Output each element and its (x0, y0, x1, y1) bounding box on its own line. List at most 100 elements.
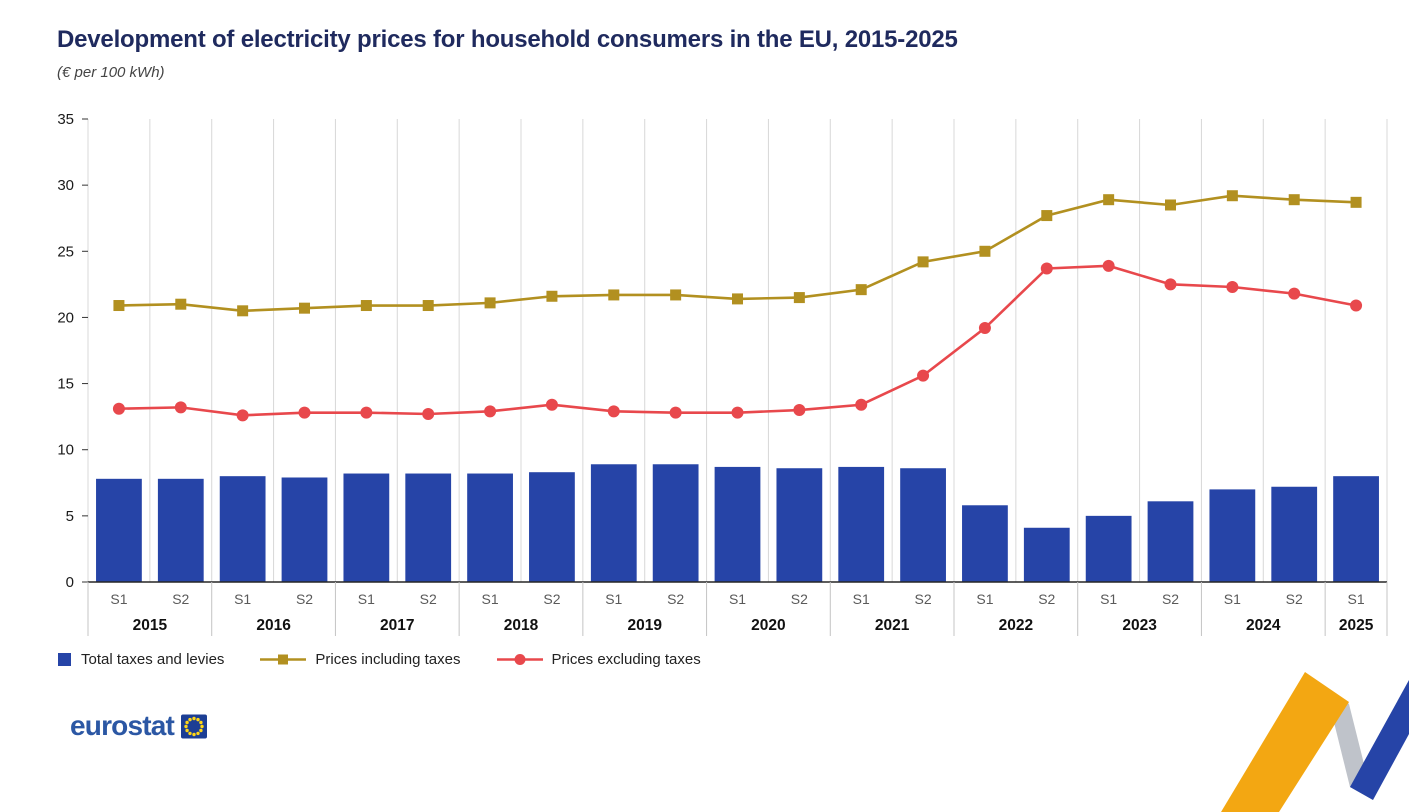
x-tick-semester-label: S2 (915, 591, 932, 607)
y-tick-label: 15 (57, 376, 74, 393)
bar-series-total-taxes (96, 464, 1379, 582)
bar-total-taxes (1209, 489, 1256, 582)
marker-including-taxes (732, 293, 743, 305)
marker-excluding-taxes (607, 405, 620, 418)
marker-including-taxes (299, 302, 310, 314)
marker-including-taxes (917, 256, 929, 268)
bar-total-taxes (343, 473, 390, 582)
marker-including-taxes (855, 284, 867, 296)
bar-total-taxes (714, 466, 761, 582)
marker-excluding-taxes (1350, 299, 1363, 312)
x-tick-semester-label: S1 (976, 591, 993, 607)
x-year-label: 2019 (627, 617, 662, 634)
bar-total-taxes (281, 477, 328, 582)
legend-swatch-line-square-icon (260, 654, 307, 665)
marker-including-taxes (1165, 199, 1176, 211)
line-series-including-taxes (113, 190, 1362, 317)
bar-total-taxes (1023, 527, 1070, 582)
bar-total-taxes (529, 472, 575, 582)
marker-excluding-taxes (669, 406, 682, 419)
marker-including-taxes (546, 290, 558, 302)
y-tick-label: 25 (57, 243, 74, 260)
marker-excluding-taxes (422, 407, 435, 420)
bar-total-taxes (405, 473, 452, 582)
marker-including-taxes (608, 289, 620, 301)
marker-excluding-taxes (236, 409, 249, 422)
x-year-label: 2017 (380, 617, 414, 634)
marker-including-taxes (484, 297, 496, 309)
x-year-label: 2025 (1339, 617, 1374, 634)
x-tick-semester-label: S2 (1286, 591, 1303, 607)
legend-swatch-line-circle-icon (496, 654, 543, 665)
marker-excluding-taxes (484, 405, 497, 418)
x-year-label: 2020 (751, 617, 785, 634)
marker-excluding-taxes (1040, 262, 1053, 275)
marker-excluding-taxes (174, 401, 187, 414)
y-tick-label: 30 (57, 177, 74, 194)
marker-including-taxes (1041, 210, 1053, 222)
marker-including-taxes (237, 305, 249, 317)
eurostat-logo: eurostat (70, 710, 175, 741)
line-series-excluding-taxes (112, 259, 1363, 422)
bar-total-taxes (652, 464, 699, 582)
marker-including-taxes (1288, 194, 1300, 206)
marker-excluding-taxes (298, 406, 311, 419)
marker-excluding-taxes (731, 406, 744, 419)
x-tick-semester-label: S1 (358, 591, 375, 607)
marker-excluding-taxes (917, 369, 930, 382)
decorative-ribbon (1221, 672, 1409, 812)
ribbon-blue-band (1350, 680, 1409, 800)
marker-excluding-taxes (855, 398, 868, 411)
y-tick-label: 10 (57, 442, 74, 459)
legend-item-prices-including-taxes: Prices including taxes (260, 651, 461, 668)
x-year-label: 2016 (256, 617, 291, 634)
x-tick-semester-label: S1 (110, 591, 127, 607)
marker-including-taxes (670, 289, 682, 301)
marker-excluding-taxes (1164, 278, 1177, 291)
bar-total-taxes (838, 466, 885, 582)
bar-total-taxes (1271, 486, 1318, 582)
marker-including-taxes (175, 298, 187, 310)
legend-swatch-bar-icon (58, 653, 71, 666)
chart-page: Development of electricity prices for ho… (0, 26, 1409, 812)
bar-total-taxes (776, 468, 823, 582)
x-tick-semester-label: S1 (482, 591, 499, 607)
y-tick-label: 5 (66, 508, 74, 525)
marker-including-taxes (1350, 196, 1362, 208)
ribbon-yellow-band (1221, 672, 1349, 812)
marker-including-taxes (1226, 190, 1238, 202)
legend-label: Prices excluding taxes (551, 651, 701, 668)
marker-including-taxes (360, 300, 372, 312)
x-tick-semester-label: S2 (791, 591, 808, 607)
x-year-label: 2021 (875, 617, 910, 634)
page-title: Development of electricity prices for ho… (57, 26, 958, 53)
x-year-label: 2024 (1246, 617, 1281, 634)
marker-including-taxes (1103, 194, 1115, 206)
x-year-label: 2018 (504, 617, 539, 634)
bar-total-taxes (1333, 476, 1379, 582)
x-year-label: 2015 (133, 617, 168, 634)
legend-label: Total taxes and levies (81, 651, 225, 668)
x-tick-semester-label: S1 (1348, 591, 1365, 607)
marker-excluding-taxes (1288, 287, 1301, 300)
marker-excluding-taxes (545, 398, 558, 411)
x-tick-semester-label: S2 (296, 591, 313, 607)
bar-total-taxes (962, 505, 1008, 582)
marker-excluding-taxes (1226, 281, 1239, 294)
legend-label: Prices including taxes (315, 651, 461, 668)
gridlines (87, 119, 1388, 582)
marker-excluding-taxes (1102, 259, 1115, 272)
x-tick-semester-label: S2 (1038, 591, 1055, 607)
x-tick-semester-label: S1 (1224, 591, 1241, 607)
marker-including-taxes (113, 300, 125, 312)
x-year-label: 2023 (1122, 617, 1157, 634)
marker-excluding-taxes (793, 404, 806, 417)
bar-total-taxes (157, 478, 204, 582)
legend-item-prices-excluding-taxes: Prices excluding taxes (496, 651, 701, 668)
bar-total-taxes (467, 473, 513, 582)
x-tick-semester-label: S1 (729, 591, 746, 607)
y-tick-label: 35 (57, 111, 74, 128)
x-tick-semester-label: S2 (543, 591, 560, 607)
chart-legend: Total taxes and levies Prices including t… (57, 651, 1409, 668)
